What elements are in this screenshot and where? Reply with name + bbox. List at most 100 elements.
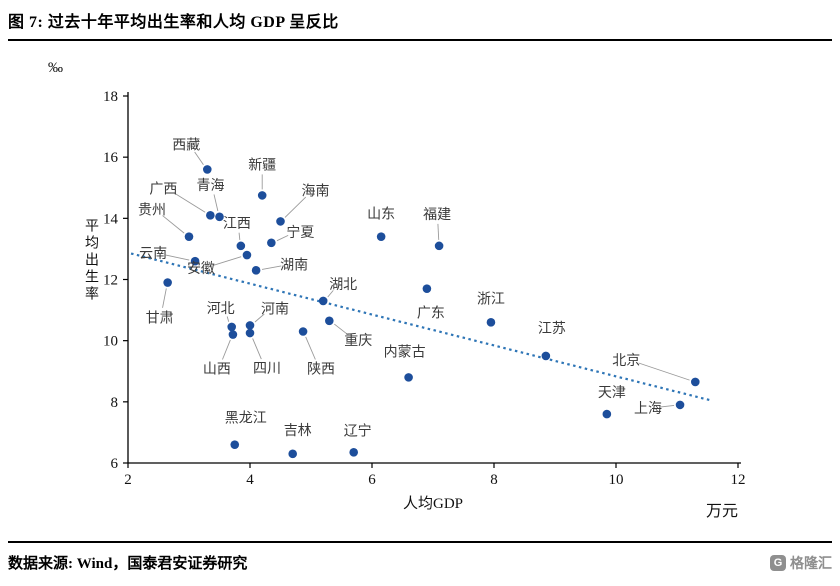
label-leader-line (222, 339, 231, 360)
point-label: 山东 (367, 207, 395, 223)
data-point (228, 330, 238, 339)
point-label: 宁夏 (286, 224, 314, 241)
data-point (675, 400, 685, 410)
y-tick-label: 10 (103, 334, 118, 350)
data-point (376, 232, 386, 241)
label-leader-line (334, 323, 348, 335)
data-point (251, 266, 261, 275)
label-leader-line (213, 256, 242, 266)
point-label: 重庆 (344, 333, 372, 349)
x-tick-label: 4 (246, 472, 254, 488)
data-point (230, 440, 240, 449)
data-point (215, 212, 224, 222)
label-leader-line (194, 151, 204, 166)
point-label: 西藏 (172, 137, 200, 153)
x-unit-label: 万元 (706, 503, 739, 520)
point-label: 福建 (423, 207, 451, 223)
data-point (422, 284, 432, 293)
point-label: 吉林 (284, 423, 312, 439)
data-point (190, 256, 200, 266)
point-label: 内蒙古 (384, 344, 426, 360)
point-label: 贵州 (138, 203, 166, 219)
point-label: 陕西 (307, 361, 335, 377)
label-leader-line (238, 232, 241, 240)
point-label: 青海 (197, 178, 225, 194)
point-label: 河北 (207, 301, 235, 317)
y-unit-label: ‰ (48, 60, 63, 76)
x-tick-label: 12 (731, 472, 746, 488)
label-leader-line (660, 405, 675, 408)
point-label: 江西 (223, 216, 251, 232)
x-tick-label: 10 (609, 472, 624, 488)
y-axis-title: 平均出生率 (83, 218, 98, 303)
y-tick-label: 16 (103, 150, 119, 166)
gelonghui-logo: G 格隆汇 (770, 553, 832, 573)
data-point (486, 318, 496, 327)
data-point (203, 165, 212, 174)
label-leader-line (327, 290, 334, 298)
y-tick-label: 12 (103, 273, 118, 289)
gelonghui-logo-icon: G (770, 554, 786, 571)
label-leader-line (162, 215, 185, 234)
data-point (236, 241, 246, 251)
label-leader-line (252, 338, 262, 360)
x-tick-label: 8 (490, 472, 498, 488)
data-point (318, 296, 328, 306)
figure-footer: 数据来源: Wind，国泰君安证券研究 G 格隆汇 (8, 541, 832, 573)
data-point (602, 409, 612, 419)
data-point (276, 217, 285, 226)
label-leader-line (284, 196, 307, 218)
data-point (267, 238, 276, 248)
data-point (325, 316, 334, 326)
point-label: 辽宁 (344, 422, 372, 439)
data-point (227, 322, 236, 332)
label-leader-line (638, 362, 690, 381)
point-label: 北京 (612, 353, 640, 369)
figure-header: 图 7: 过去十年平均出生率和人均 GDP 呈反比 (8, 8, 832, 41)
point-label: 安徽 (187, 261, 215, 277)
y-tick-label: 18 (103, 89, 118, 105)
data-point (242, 250, 252, 260)
data-source: 数据来源: Wind，国泰君安证券研究 (8, 556, 248, 572)
point-label: 广西 (149, 181, 177, 197)
label-leader-line (254, 313, 265, 323)
data-point (206, 210, 215, 220)
y-tick-label: 6 (111, 456, 119, 472)
point-label: 湖南 (280, 257, 308, 273)
data-point (257, 191, 267, 200)
point-label: 湖北 (329, 277, 357, 293)
data-point (434, 241, 444, 251)
data-point (691, 377, 700, 387)
x-tick-label: 6 (368, 472, 376, 488)
point-label: 四川 (253, 362, 281, 377)
data-point (245, 321, 255, 330)
point-label: 上海 (634, 401, 662, 417)
point-label: 黑龙江 (225, 411, 267, 427)
label-leader-line (276, 234, 289, 242)
label-leader-line (174, 192, 206, 213)
label-leader-line (162, 288, 167, 308)
data-point (404, 373, 413, 382)
label-leader-line (165, 254, 190, 261)
data-point (245, 328, 255, 338)
y-tick-label: 8 (111, 395, 119, 411)
label-leader-line (305, 336, 316, 360)
data-point (184, 232, 194, 241)
point-label: 云南 (139, 246, 167, 262)
data-point (541, 351, 551, 361)
point-label: 山西 (203, 362, 231, 378)
point-label: 江苏 (538, 321, 566, 337)
point-label: 浙江 (477, 291, 505, 307)
point-label: 河南 (261, 301, 289, 317)
data-point (163, 278, 172, 287)
point-label: 新疆 (248, 157, 276, 173)
data-point (298, 327, 308, 336)
x-axis-title: 人均GDP (402, 496, 463, 512)
point-label: 甘肃 (146, 311, 174, 327)
label-leader-line (213, 194, 219, 212)
data-point (349, 447, 359, 457)
point-label: 广东 (417, 306, 445, 322)
label-leader-line (226, 316, 230, 322)
point-label: 天津 (598, 385, 626, 401)
